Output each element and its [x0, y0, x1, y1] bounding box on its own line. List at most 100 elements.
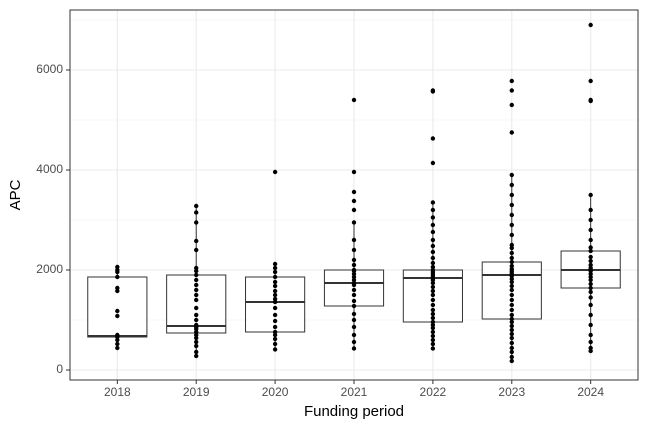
point — [509, 212, 514, 218]
point — [194, 312, 199, 318]
point — [272, 288, 278, 294]
point — [194, 265, 199, 271]
point — [194, 353, 199, 359]
point — [430, 307, 436, 313]
x-tick-label: 2019 — [183, 385, 210, 399]
point — [430, 160, 436, 166]
point — [509, 354, 514, 360]
point — [509, 192, 514, 198]
point — [588, 245, 593, 250]
point — [588, 289, 593, 295]
point — [351, 292, 357, 298]
point — [430, 88, 436, 93]
point — [272, 265, 278, 271]
point — [272, 312, 278, 318]
point — [430, 329, 436, 335]
point — [430, 315, 436, 321]
point — [509, 242, 514, 248]
point — [430, 207, 436, 213]
point — [430, 200, 436, 205]
point — [509, 263, 514, 269]
point — [588, 227, 593, 233]
point — [351, 169, 357, 175]
point — [588, 312, 593, 318]
point — [430, 222, 436, 228]
x-tick-label: 2018 — [104, 385, 131, 399]
point — [272, 305, 278, 311]
point — [509, 307, 514, 313]
point — [509, 255, 514, 261]
point — [509, 88, 514, 93]
point — [588, 281, 593, 287]
point — [509, 358, 514, 364]
point — [430, 288, 436, 294]
point — [194, 282, 199, 288]
point — [430, 215, 436, 220]
point — [194, 220, 199, 225]
marks — [87, 22, 621, 364]
point — [351, 198, 357, 204]
point — [588, 254, 593, 260]
point — [272, 329, 278, 335]
point — [115, 341, 120, 347]
point — [509, 331, 514, 337]
point — [351, 298, 357, 304]
point — [509, 232, 514, 238]
x-tick-label: 2020 — [262, 385, 289, 399]
point — [194, 322, 199, 328]
point — [272, 274, 278, 280]
point — [430, 311, 436, 317]
point — [194, 287, 199, 293]
y-tick-label: 2000 — [36, 262, 63, 276]
point — [588, 339, 593, 345]
point — [588, 302, 593, 308]
x-axis-title: Funding period — [304, 403, 404, 420]
y-tick-label: 6000 — [36, 62, 63, 76]
point — [194, 305, 199, 311]
point — [194, 238, 199, 244]
point — [430, 292, 436, 298]
point — [430, 229, 436, 235]
point — [272, 318, 278, 324]
point — [272, 296, 278, 302]
point — [588, 345, 593, 351]
point — [509, 349, 514, 355]
point — [588, 295, 593, 300]
point — [351, 262, 357, 268]
point — [588, 78, 593, 84]
point — [588, 192, 593, 198]
point — [115, 285, 120, 291]
point — [588, 237, 593, 243]
point — [430, 333, 436, 339]
point — [194, 343, 199, 349]
point — [588, 322, 593, 328]
point — [272, 292, 278, 298]
point — [351, 311, 357, 317]
point — [509, 316, 514, 322]
point — [430, 341, 436, 347]
point — [509, 323, 514, 329]
point — [588, 207, 593, 213]
point — [588, 262, 593, 268]
point — [509, 312, 514, 318]
point — [194, 210, 199, 215]
point — [588, 217, 593, 223]
point — [509, 297, 514, 303]
point — [194, 292, 199, 298]
point — [272, 347, 278, 352]
point — [430, 337, 436, 343]
point — [351, 303, 357, 309]
point — [351, 267, 357, 273]
x-tick-label: 2024 — [577, 385, 604, 399]
point — [588, 285, 593, 291]
point — [272, 341, 278, 347]
point — [194, 247, 199, 253]
point — [351, 97, 357, 103]
point — [430, 255, 436, 261]
point — [272, 279, 278, 285]
point — [509, 78, 514, 84]
point — [588, 22, 593, 28]
point — [509, 327, 514, 333]
point — [351, 332, 357, 338]
point — [351, 339, 357, 345]
